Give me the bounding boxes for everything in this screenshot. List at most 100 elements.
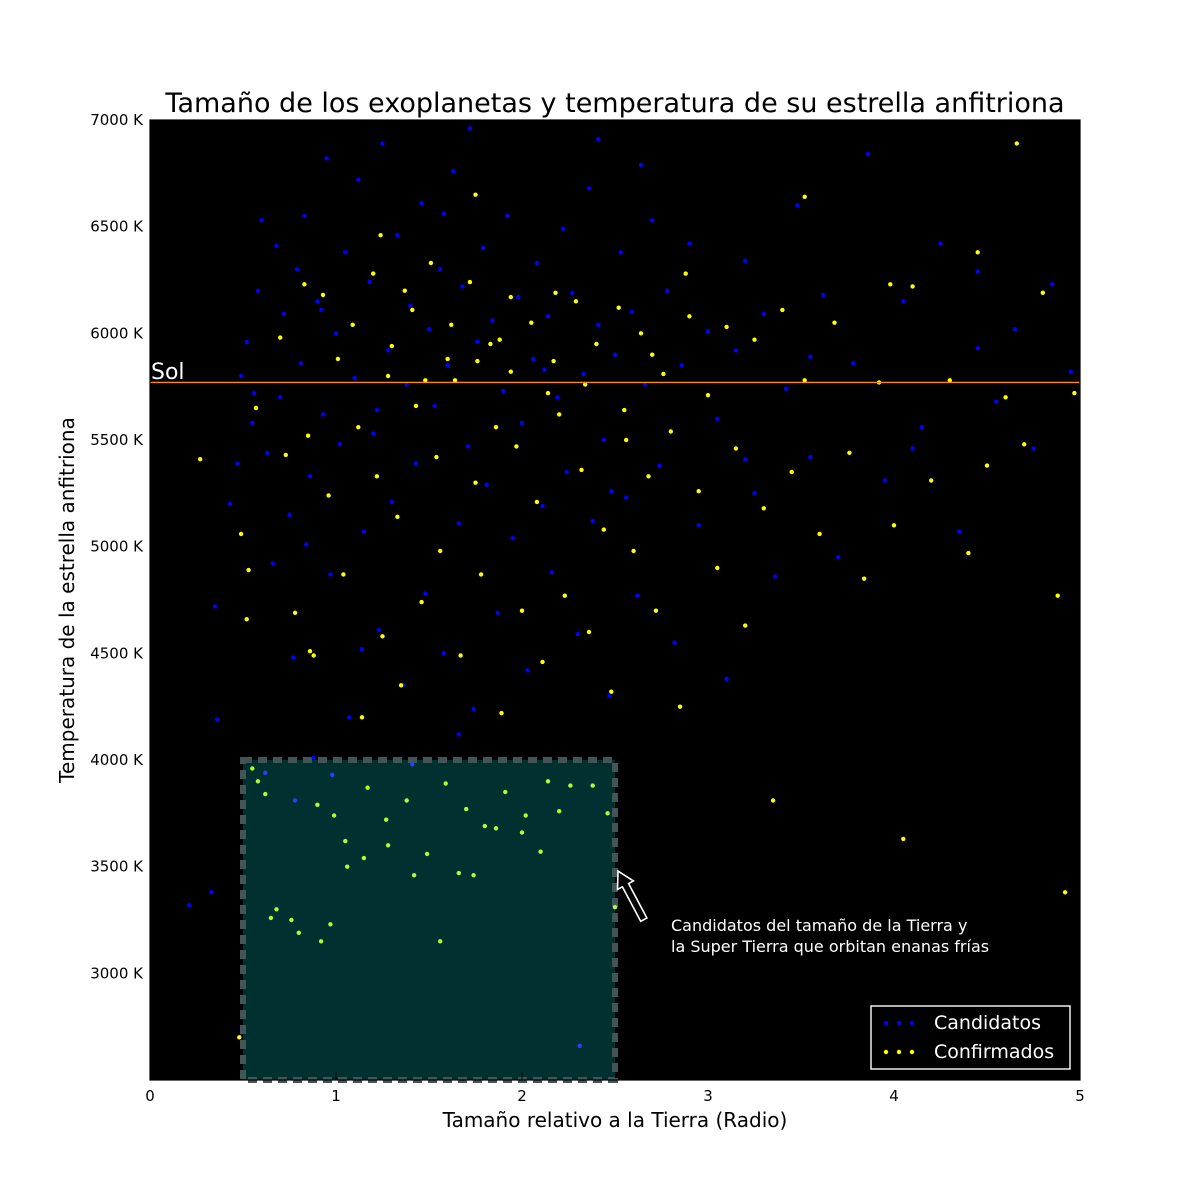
point-candidatos-83	[607, 693, 612, 699]
point-confirmados-67	[594, 341, 599, 347]
point-confirmados-126	[471, 873, 476, 878]
point-confirmados-122	[385, 843, 391, 848]
point-confirmados-8	[292, 610, 298, 615]
point-confirmados-29	[395, 514, 400, 519]
y-axis-label: Temperatura de la estrella anfitriona	[55, 417, 79, 784]
point-confirmados-99	[910, 284, 915, 289]
x-axis-label: Tamaño relativo a la Tierra (Radio)	[442, 1108, 788, 1132]
point-candidatos-141	[808, 354, 813, 359]
point-confirmados-28	[389, 343, 394, 349]
point-confirmados-111	[237, 1035, 242, 1040]
point-candidatos-23	[315, 299, 320, 304]
point-confirmados-117	[307, 649, 313, 654]
point-confirmados-37	[434, 454, 439, 460]
point-candidatos-62	[501, 388, 506, 394]
point-candidatos-61	[495, 610, 500, 615]
point-confirmados-108	[1055, 593, 1060, 598]
point-candidatos-39	[389, 499, 394, 505]
point-candidatos-102	[752, 491, 757, 496]
point-confirmados-32	[410, 307, 415, 313]
point-candidatos-73	[555, 395, 560, 400]
point-confirmados-110	[1072, 390, 1077, 396]
point-candidatos-11	[265, 450, 270, 455]
point-candidatos-99	[724, 676, 729, 682]
point-confirmados-44	[467, 279, 473, 285]
point-candidatos-103	[761, 311, 766, 317]
point-candidatos-27	[333, 331, 339, 336]
point-candidatos-126	[410, 762, 415, 767]
point-confirmados-103	[984, 463, 990, 468]
point-candidatos-54	[460, 284, 465, 289]
point-candidatos-88	[635, 593, 640, 598]
point-candidatos-109	[836, 555, 841, 560]
point-confirmados-64	[573, 299, 579, 304]
point-candidatos-55	[465, 444, 471, 449]
point-candidatos-3	[212, 604, 218, 609]
point-confirmados-75	[653, 608, 659, 613]
point-candidatos-22	[311, 755, 316, 761]
point-candidatos-42	[404, 382, 409, 387]
legend-marker-dot	[909, 1020, 915, 1026]
point-confirmados-74	[646, 474, 651, 479]
point-confirmados-104	[1003, 395, 1008, 400]
point-confirmados-146	[583, 382, 588, 387]
point-candidatos-129	[596, 137, 601, 142]
point-confirmados-3	[253, 405, 259, 411]
y-tick-label: 3000 K	[90, 964, 144, 982]
point-confirmados-35	[424, 851, 430, 857]
point-candidatos-135	[609, 489, 614, 494]
point-candidatos-84	[612, 352, 618, 357]
point-candidatos-104	[772, 574, 778, 579]
point-candidatos-67	[525, 668, 530, 673]
point-candidatos-63	[504, 213, 510, 219]
point-confirmados-89	[780, 307, 785, 313]
point-confirmados-130	[557, 809, 562, 814]
highlight-region	[240, 757, 618, 1083]
point-confirmados-127	[493, 826, 499, 831]
y-tick-label: 7000 K	[90, 111, 144, 129]
point-confirmados-109	[1062, 890, 1068, 895]
point-candidatos-116	[956, 529, 962, 534]
point-confirmados-68	[601, 527, 606, 532]
point-confirmados-50	[499, 710, 504, 716]
point-candidatos-49	[438, 267, 443, 272]
point-candidatos-2	[214, 717, 220, 722]
y-tick-label: 5500 K	[90, 431, 144, 449]
point-candidatos-93	[672, 640, 677, 645]
point-confirmados-100	[929, 478, 934, 483]
point-confirmados-25	[374, 474, 380, 479]
point-candidatos-44	[413, 461, 419, 466]
point-candidatos-130	[638, 162, 644, 167]
legend-marker-confirmados	[883, 1049, 915, 1055]
point-candidatos-74	[560, 226, 566, 231]
x-tick-label: 0	[145, 1087, 155, 1105]
point-confirmados-55	[523, 813, 528, 818]
point-confirmados-62	[562, 593, 567, 598]
point-candidatos-137	[304, 542, 309, 547]
point-candidatos-65	[516, 294, 521, 300]
point-candidatos-52	[451, 169, 456, 174]
point-confirmados-123	[411, 873, 417, 878]
point-confirmados-139	[888, 282, 893, 287]
point-candidatos-37	[380, 141, 385, 146]
point-candidatos-57	[475, 339, 480, 345]
point-confirmados-87	[761, 506, 766, 511]
point-confirmados-98	[901, 836, 906, 842]
series-candidatos	[186, 126, 1073, 1049]
point-confirmados-83	[724, 324, 729, 330]
plot-frame	[149, 119, 1081, 1081]
point-confirmados-11	[305, 433, 311, 438]
point-candidatos-113	[901, 299, 906, 304]
point-candidatos-24	[320, 412, 326, 417]
point-confirmados-40	[449, 322, 454, 327]
y-tick-label: 5000 K	[90, 538, 144, 556]
point-confirmados-137	[683, 271, 688, 276]
x-tick-label: 3	[703, 1087, 713, 1105]
point-confirmados-73	[638, 331, 644, 336]
point-candidatos-119	[1012, 326, 1018, 332]
x-tick-label: 5	[1075, 1087, 1085, 1105]
point-candidatos-70	[540, 503, 545, 509]
point-candidatos-139	[456, 732, 461, 737]
point-candidatos-89	[642, 382, 647, 387]
point-candidatos-9	[255, 288, 261, 293]
